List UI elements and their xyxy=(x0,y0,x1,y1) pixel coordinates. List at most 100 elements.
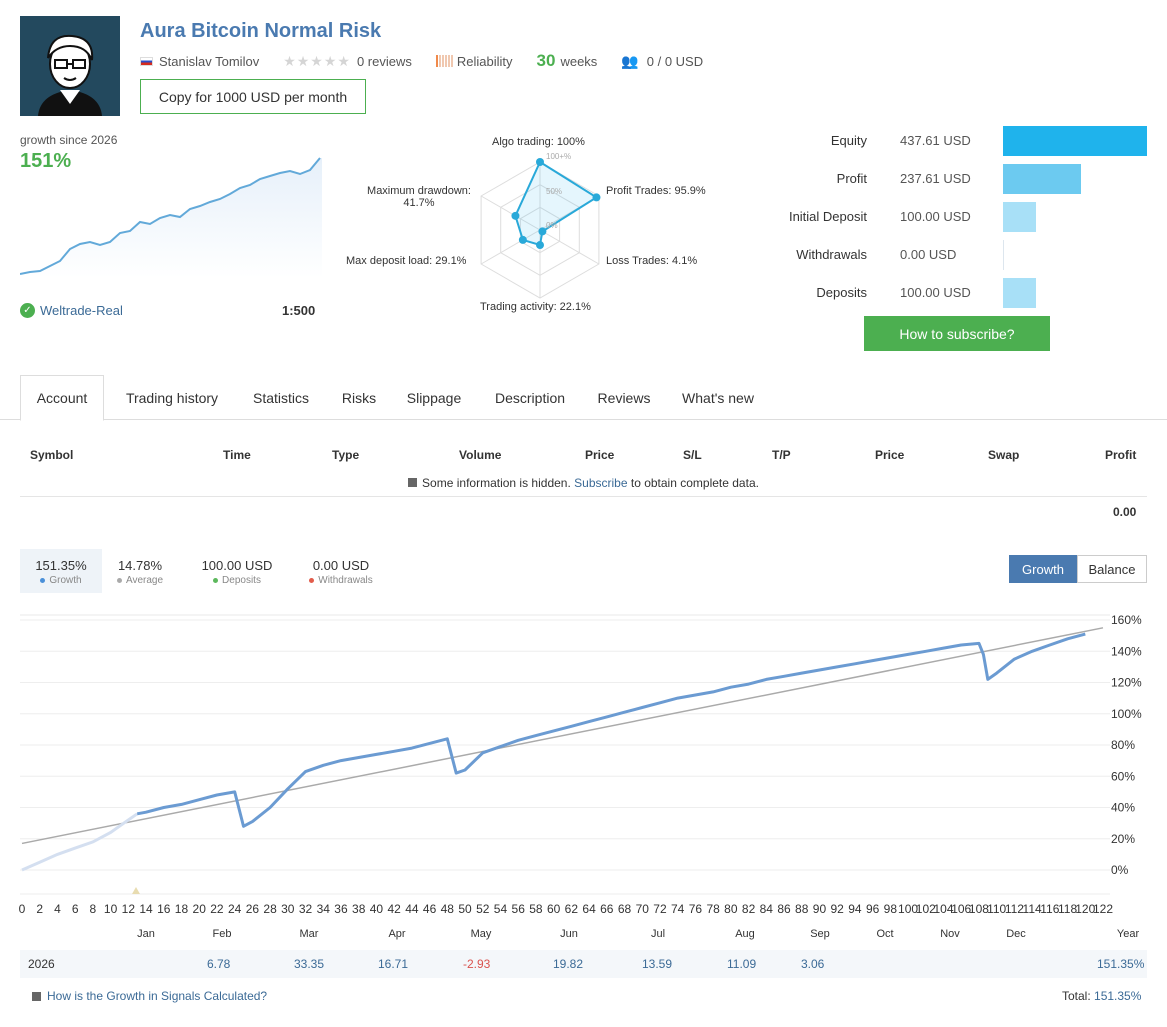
growth-toggle-button[interactable]: Growth xyxy=(1009,555,1077,583)
subscribers-icon: 👥 xyxy=(621,52,639,69)
radar-axis xyxy=(539,229,600,265)
radar-chart: 100+% 50% 0% Algo trading: 100% Profit T… xyxy=(340,130,720,320)
radar-label-profit: Profit Trades: 95.9% xyxy=(606,185,706,197)
fin-bar xyxy=(1003,126,1147,156)
col-volume[interactable]: Volume xyxy=(459,448,502,462)
fin-row-withdrawals: Withdrawals 0.00 USD xyxy=(760,240,1160,270)
signal-title[interactable]: Aura Bitcoin Normal Risk xyxy=(140,20,382,42)
fin-label: Profit xyxy=(836,171,867,186)
month-label: Nov xyxy=(940,928,960,940)
subscribe-link[interactable]: Subscribe xyxy=(574,476,628,490)
col-tp[interactable]: T/P xyxy=(772,448,791,462)
x-tick-label: 48 xyxy=(441,902,455,916)
x-tick-label: 72 xyxy=(653,902,667,916)
tab-account[interactable]: Account xyxy=(20,375,104,421)
growth-calc-link[interactable]: How is the Growth in Signals Calculated? xyxy=(32,989,267,1003)
x-tick-label: 122 xyxy=(1093,902,1113,916)
tab-slippage[interactable]: Slippage xyxy=(406,389,462,406)
radar-ring-100: 100+% xyxy=(546,152,571,161)
y-tick-label: 140% xyxy=(1111,644,1142,658)
growth-value: 151% xyxy=(20,150,72,172)
fin-row-profit: Profit 237.61 USD xyxy=(760,164,1160,194)
col-sl[interactable]: S/L xyxy=(683,448,702,462)
table-total-profit: 0.00 xyxy=(1113,505,1137,519)
how-to-subscribe-button[interactable]: How to subscribe? xyxy=(864,316,1050,351)
x-tick-label: 66 xyxy=(600,902,614,916)
growth-chart: 160%140%120%100%80%60%40%20%0%0 2 4 6 8 10 12 1… xyxy=(19,613,1142,940)
radar-label-drawdown: Maximum drawdown: 41.7% xyxy=(367,185,471,209)
x-tick-label: 12 xyxy=(122,902,136,916)
col-price-current[interactable]: Price xyxy=(875,448,905,462)
info-lock-icon xyxy=(408,478,418,487)
tab-risks[interactable]: Risks xyxy=(341,389,377,406)
tab-description[interactable]: Description xyxy=(494,389,566,406)
month-label: Mar xyxy=(300,928,319,940)
month-label: Feb xyxy=(213,928,232,940)
reviews-count[interactable]: 0 reviews xyxy=(356,53,412,69)
y-tick-label: 40% xyxy=(1111,801,1135,815)
author-avatar[interactable] xyxy=(20,16,120,116)
fin-value: 237.61 USD xyxy=(900,171,971,186)
x-tick-label: 80 xyxy=(724,902,738,916)
x-tick-label: 92 xyxy=(831,902,845,916)
deposits-dot-icon xyxy=(213,577,219,583)
stat-average[interactable]: 14.78% Average xyxy=(116,558,164,586)
col-profit[interactable]: Profit xyxy=(1105,448,1137,462)
withdrawals-dot-icon xyxy=(309,577,315,583)
x-tick-label: 42 xyxy=(387,902,401,916)
x-tick-label: 100 xyxy=(898,902,918,916)
x-tick-label: 46 xyxy=(423,902,437,916)
balance-toggle-button[interactable]: Balance xyxy=(1077,555,1147,583)
x-tick-label: 26 xyxy=(246,902,260,916)
average-dot-icon xyxy=(116,577,122,583)
radar-point xyxy=(511,211,520,220)
weeks-label: weeks xyxy=(560,53,598,69)
x-tick-label: 110 xyxy=(987,902,1006,916)
stat-deposits[interactable]: 100.00 USD Deposits xyxy=(201,558,273,586)
help-icon xyxy=(32,991,41,1001)
x-tick-label: 90 xyxy=(813,902,827,916)
radar-point xyxy=(536,158,544,166)
copy-button[interactable]: Copy for 1000 USD per month xyxy=(140,79,366,114)
tab-statistics[interactable]: Statistics xyxy=(252,389,309,406)
reliability-bars-icon xyxy=(435,55,453,67)
month-label: Aug xyxy=(735,928,755,940)
month-label: Jan xyxy=(137,928,155,940)
x-tick-label: 98 xyxy=(884,902,898,916)
month-result: 3.06 xyxy=(801,957,825,971)
footer-total: Total: 151.35% xyxy=(1062,989,1142,1003)
x-tick-label: 64 xyxy=(582,902,596,916)
x-tick-label: 4 xyxy=(54,902,61,916)
leverage-value: 1:500 xyxy=(282,303,316,318)
col-time[interactable]: Time xyxy=(223,448,251,462)
tab-whats-new[interactable]: What's new xyxy=(682,389,754,406)
broker-name[interactable]: Weltrade-Real xyxy=(40,303,123,318)
x-tick-label: 94 xyxy=(848,902,862,916)
x-tick-label: 74 xyxy=(671,902,685,916)
x-tick-label: 118 xyxy=(1058,902,1077,916)
y-tick-label: 80% xyxy=(1111,738,1135,752)
tab-reviews[interactable]: Reviews xyxy=(597,389,651,406)
author-name[interactable]: Stanislav Tomilov xyxy=(159,53,260,69)
average-line xyxy=(21,627,1104,845)
col-symbol[interactable]: Symbol xyxy=(30,448,74,462)
month-label: Sep xyxy=(810,928,830,940)
tab-trading-history[interactable]: Trading history xyxy=(125,389,219,406)
month-label: Year xyxy=(1117,928,1140,940)
col-price-open[interactable]: Price xyxy=(585,448,615,462)
y-tick-label: 160% xyxy=(1111,613,1142,627)
fin-bar xyxy=(1003,202,1036,232)
col-swap[interactable]: Swap xyxy=(988,448,1020,462)
fin-bar xyxy=(1003,164,1082,194)
x-tick-label: 16 xyxy=(157,902,171,916)
col-type[interactable]: Type xyxy=(332,448,360,462)
broker-link[interactable]: ✓ Weltrade-Real xyxy=(20,303,123,318)
fin-value: 100.00 USD xyxy=(900,209,971,224)
x-tick-label: 102 xyxy=(916,902,936,916)
x-tick-label: 44 xyxy=(405,902,419,916)
year-results-row: 2026 6.78 33.35 16.71 -2.93 19.82 13.59 11.09 3… xyxy=(20,950,1147,978)
growth-line-history xyxy=(21,812,139,872)
x-tick-label: 88 xyxy=(795,902,809,916)
stat-withdrawals[interactable]: 0.00 USD Withdrawals xyxy=(300,549,382,593)
stat-growth[interactable]: 151.35% Growth xyxy=(20,549,102,593)
